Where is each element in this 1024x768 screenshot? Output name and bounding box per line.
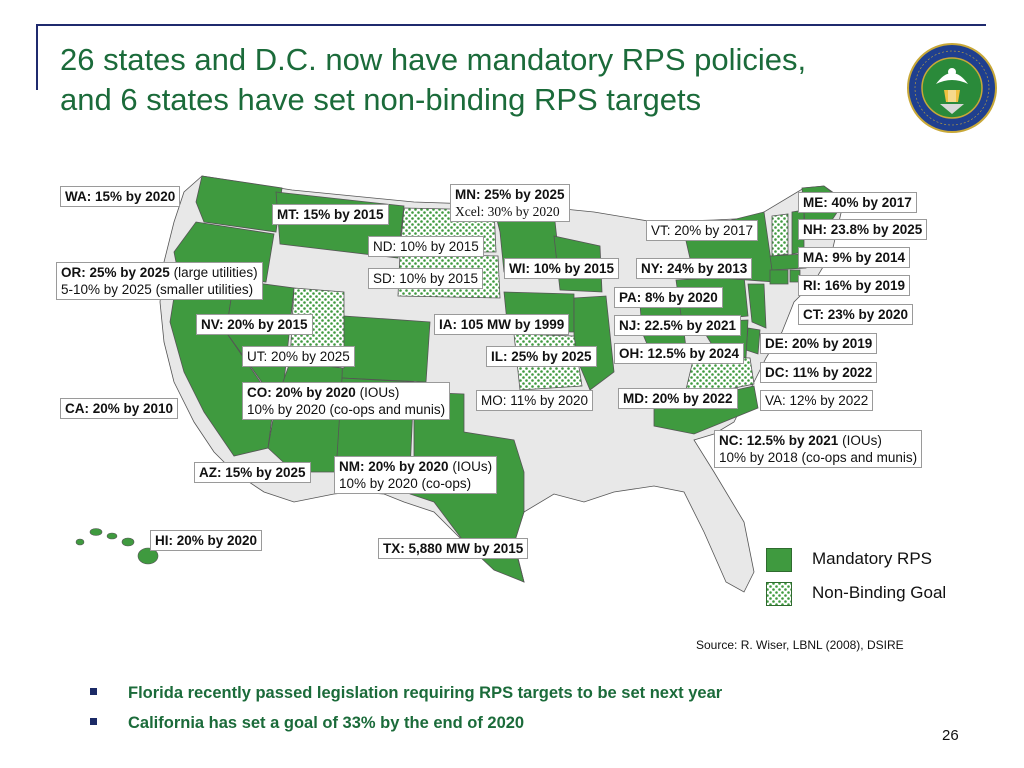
label-nj-text: NJ: 22.5% by 2021 <box>619 318 737 333</box>
label-il: IL: 25% by 2025 <box>486 346 597 367</box>
doe-seal-logo <box>907 43 997 133</box>
bullet-square-icon <box>90 688 97 695</box>
label-az-text: AZ: 15% by 2025 <box>199 465 306 480</box>
label-wi-text: WI: 10% by 2015 <box>509 261 615 276</box>
label-pa: PA: 8% by 2020 <box>614 287 723 308</box>
label-tx: TX: 5,880 MW by 2015 <box>378 538 529 559</box>
label-mn: MN: 25% by 2025 Xcel: 30% by 2020 <box>450 184 570 222</box>
state-de <box>745 327 761 355</box>
label-nd-text: ND: 10% by 2015 <box>373 239 479 254</box>
label-co-small: 10% by 2020 (co-ops and munis) <box>247 402 446 417</box>
label-az: AZ: 15% by 2025 <box>194 462 311 483</box>
source-note: Source: R. Wiser, LBNL (2008), DSIRE <box>696 638 904 652</box>
label-co-text: CO: 20% by 2020 <box>247 385 356 400</box>
state-hi <box>75 528 159 565</box>
label-ca-text: CA: 20% by 2010 <box>65 401 174 416</box>
label-mt: MT: 15% by 2015 <box>272 204 389 225</box>
label-nv: NV: 20% by 2015 <box>196 314 313 335</box>
label-nm-text: NM: 20% by 2020 <box>339 459 449 474</box>
label-md: MD: 20% by 2022 <box>618 388 738 409</box>
label-ma: MA: 9% by 2014 <box>798 247 911 268</box>
label-de: DE: 20% by 2019 <box>760 333 878 354</box>
label-ca: CA: 20% by 2010 <box>60 398 179 419</box>
label-vt: VT: 20% by 2017 <box>646 220 759 241</box>
label-wi: WI: 10% by 2015 <box>504 258 620 279</box>
label-nm-small: 10% by 2020 (co-ops) <box>339 476 472 491</box>
label-nc-text: NC: 12.5% by 2021 <box>719 433 839 448</box>
legend-mandatory-label: Mandatory RPS <box>812 549 932 568</box>
label-mn-xcel: Xcel: 30% by 2020 <box>455 204 560 219</box>
slide-title: 26 states and D.C. now have mandatory RP… <box>60 40 900 120</box>
title-line-1: 26 states and D.C. now have mandatory RP… <box>60 42 807 77</box>
label-hi: HI: 20% by 2020 <box>150 530 263 551</box>
legend-nonbinding-label: Non-Binding Goal <box>812 583 947 602</box>
label-nd: ND: 10% by 2015 <box>368 236 484 257</box>
title-line-2: and 6 states have set non-binding RPS ta… <box>60 82 702 117</box>
label-ny-text: NY: 24% by 2013 <box>641 261 748 276</box>
label-pa-text: PA: 8% by 2020 <box>619 290 718 305</box>
state-wa <box>195 175 283 233</box>
legend-mandatory-swatch <box>766 548 792 572</box>
label-oh: OH: 12.5% by 2024 <box>614 343 745 364</box>
label-mo: MO: 11% by 2020 <box>476 390 594 411</box>
label-nh: NH: 23.8% by 2025 <box>798 219 928 240</box>
label-or-small: 5-10% by 2025 (smaller utilities) <box>61 282 254 297</box>
label-mn-text: MN: 25% by 2025 <box>455 187 565 202</box>
state-co <box>341 315 431 383</box>
title-frame-top <box>36 24 986 26</box>
label-or: OR: 25% by 2025 (large utilities) 5-10% … <box>56 262 263 300</box>
label-ia-text: IA: 105 MW by 1999 <box>439 317 565 332</box>
label-sd-text: SD: 10% by 2015 <box>373 271 479 286</box>
label-va: VA: 12% by 2022 <box>760 390 874 411</box>
label-nc: NC: 12.5% by 2021 (IOUs) 10% by 2018 (co… <box>714 430 923 468</box>
label-dc: DC: 11% by 2022 <box>760 362 878 383</box>
label-ut-text: UT: 20% by 2025 <box>247 349 350 364</box>
label-mo-text: MO: 11% by 2020 <box>481 393 589 408</box>
label-ct: CT: 23% by 2020 <box>798 304 914 325</box>
label-nc-note: (IOUs) <box>842 433 882 448</box>
label-vt-text: VT: 20% by 2017 <box>651 223 754 238</box>
label-md-text: MD: 20% by 2022 <box>623 391 733 406</box>
state-vt <box>771 213 789 257</box>
label-ia: IA: 105 MW by 1999 <box>434 314 570 335</box>
label-or-text: OR: 25% by 2025 <box>61 265 170 280</box>
state-nj <box>747 283 767 329</box>
label-ri: RI: 16% by 2019 <box>798 275 911 296</box>
label-tx-text: TX: 5,880 MW by 2015 <box>383 541 524 556</box>
label-nc-small: 10% by 2018 (co-ops and munis) <box>719 450 918 465</box>
label-wa: WA: 15% by 2020 <box>60 186 181 207</box>
label-me-text: ME: 40% by 2017 <box>803 195 912 210</box>
label-il-text: IL: 25% by 2025 <box>491 349 592 364</box>
label-ut: UT: 20% by 2025 <box>242 346 355 367</box>
label-nj: NJ: 22.5% by 2021 <box>614 315 742 336</box>
label-ny: NY: 24% by 2013 <box>636 258 753 279</box>
label-ri-text: RI: 16% by 2019 <box>803 278 906 293</box>
label-hi-text: HI: 20% by 2020 <box>155 533 258 548</box>
page-number: 26 <box>942 727 959 744</box>
title-frame-left <box>36 24 38 90</box>
label-nh-text: NH: 23.8% by 2025 <box>803 222 923 237</box>
label-oh-text: OH: 12.5% by 2024 <box>619 346 740 361</box>
label-nv-text: NV: 20% by 2015 <box>201 317 308 332</box>
legend-nonbinding-swatch <box>766 582 792 606</box>
label-dc-text: DC: 11% by 2022 <box>765 365 873 380</box>
label-ma-text: MA: 9% by 2014 <box>803 250 906 265</box>
label-va-text: VA: 12% by 2022 <box>765 393 869 408</box>
state-ct <box>769 269 789 285</box>
bullet-text: California has set a goal of 33% by the … <box>128 714 525 732</box>
label-co-note: (IOUs) <box>359 385 400 400</box>
label-nm: NM: 20% by 2020 (IOUs) 10% by 2020 (co-o… <box>334 456 498 494</box>
label-nm-note: (IOUs) <box>452 459 493 474</box>
label-sd: SD: 10% by 2015 <box>368 268 484 289</box>
state-ma <box>769 253 807 271</box>
label-or-note: (large utilities) <box>173 265 258 280</box>
label-de-text: DE: 20% by 2019 <box>765 336 873 351</box>
bullet-square-icon <box>90 718 97 725</box>
label-wa-text: WA: 15% by 2020 <box>65 189 176 204</box>
label-mt-text: MT: 15% by 2015 <box>277 207 384 222</box>
bullet-text: Florida recently passed legislation requ… <box>128 684 723 702</box>
label-me: ME: 40% by 2017 <box>798 192 917 213</box>
label-ct-text: CT: 23% by 2020 <box>803 307 909 322</box>
label-co: CO: 20% by 2020 (IOUs) 10% by 2020 (co-o… <box>242 382 451 420</box>
